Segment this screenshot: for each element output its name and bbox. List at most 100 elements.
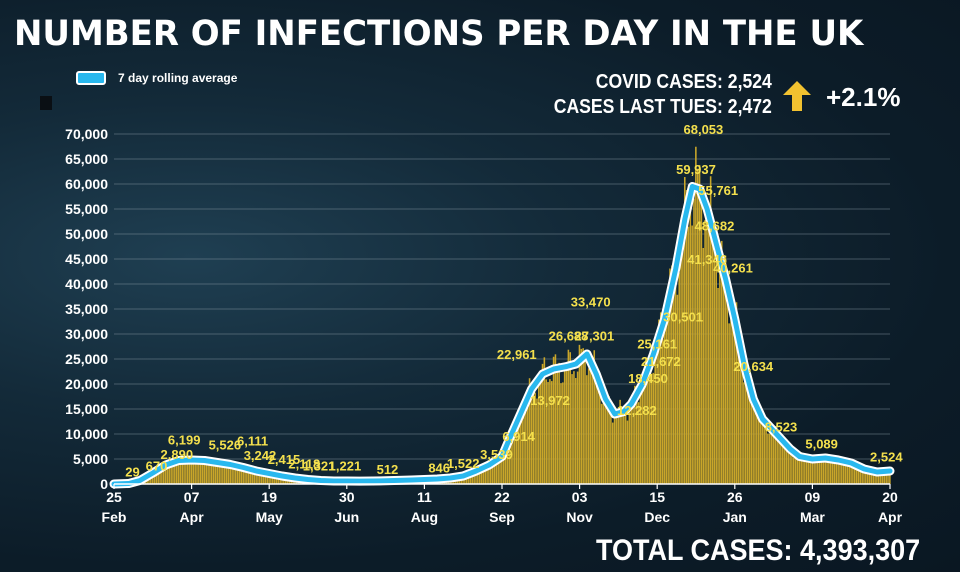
bar [785, 439, 788, 484]
data-label: 2,890 [161, 447, 194, 462]
x-tick-label: 15 [649, 489, 665, 505]
bar [839, 458, 841, 484]
data-label: 18,450 [628, 371, 668, 386]
bar [663, 332, 666, 484]
bar [161, 469, 163, 484]
bar [602, 396, 605, 484]
bar [746, 370, 749, 484]
bar [593, 350, 596, 484]
bar [473, 471, 475, 484]
bar [186, 464, 189, 484]
data-label: 59,937 [676, 162, 716, 177]
data-label: 26,688 [549, 329, 589, 344]
bar [802, 456, 804, 484]
y-tick-label: 5,000 [73, 451, 108, 467]
y-tick-label: 40,000 [65, 276, 108, 292]
data-label: 5,089 [805, 437, 838, 452]
bar [231, 462, 233, 484]
bar [757, 415, 760, 484]
bar [477, 467, 479, 484]
bar [584, 351, 586, 484]
bar [619, 399, 621, 484]
bar [188, 462, 191, 484]
rolling-average-line [111, 184, 893, 487]
bar [238, 469, 241, 484]
x-tick-label: 19 [261, 489, 277, 505]
bar [859, 469, 862, 484]
bar [155, 468, 158, 484]
bar [519, 415, 522, 484]
bar [266, 473, 268, 484]
bar [576, 371, 579, 484]
bar [528, 378, 531, 484]
bar [667, 316, 669, 484]
bar [778, 442, 780, 484]
bar [698, 165, 701, 484]
legend: 7 day rolling average [76, 71, 237, 85]
bar [212, 465, 215, 484]
data-label: 41,346 [687, 252, 727, 267]
bar [225, 465, 228, 484]
bar [591, 364, 594, 484]
data-label: 33,470 [571, 295, 611, 310]
covid-cases-stat: COVID CASES: 2,524 [595, 71, 772, 93]
up-arrow-icon [783, 81, 811, 111]
bar [236, 467, 239, 484]
bar [798, 455, 801, 484]
bar [242, 467, 244, 484]
bar [611, 422, 614, 484]
bar [599, 388, 601, 484]
bar [153, 470, 156, 484]
bar [558, 362, 560, 484]
bar [647, 367, 649, 484]
bar [632, 394, 634, 484]
bar [868, 471, 871, 484]
bar [850, 460, 852, 484]
bar [874, 472, 876, 484]
bar [504, 445, 507, 484]
bar [207, 459, 209, 484]
y-tick-label: 60,000 [65, 176, 108, 192]
bar [796, 454, 799, 484]
y-tick-label: 50,000 [65, 226, 108, 242]
bar [829, 459, 832, 484]
bar [733, 305, 736, 484]
y-tick-label: 70,000 [65, 126, 108, 142]
bar [780, 442, 782, 484]
bar [554, 354, 557, 484]
bar [571, 374, 573, 484]
bar [222, 463, 224, 484]
x-tick-label: 30 [339, 489, 355, 505]
bar [515, 418, 518, 484]
bar [190, 458, 193, 484]
bar [580, 348, 583, 484]
bar [617, 409, 620, 484]
bar [543, 357, 546, 484]
data-label: 512 [377, 462, 399, 477]
bar [748, 376, 751, 484]
bar [610, 408, 612, 484]
bar [656, 337, 658, 484]
data-label: 40,261 [713, 261, 753, 276]
bar [783, 444, 786, 484]
bar [805, 459, 808, 484]
bar [811, 455, 814, 484]
bar [201, 463, 204, 484]
x-tick-label: 25 [106, 489, 122, 505]
bar [863, 468, 865, 484]
y-tick-label: 25,000 [65, 351, 108, 367]
data-label: 6,111 [237, 434, 268, 449]
bar [539, 372, 542, 484]
bar [842, 463, 845, 484]
bar [774, 426, 777, 484]
bar [502, 446, 505, 484]
bar [708, 205, 710, 485]
legend-label: 7 day rolling average [118, 71, 238, 85]
bar [726, 297, 729, 484]
bar [739, 347, 741, 484]
bar [259, 470, 261, 484]
bar [787, 444, 790, 484]
bar [499, 458, 501, 484]
bar [175, 462, 178, 484]
y-tick-label: 30,000 [65, 326, 108, 342]
